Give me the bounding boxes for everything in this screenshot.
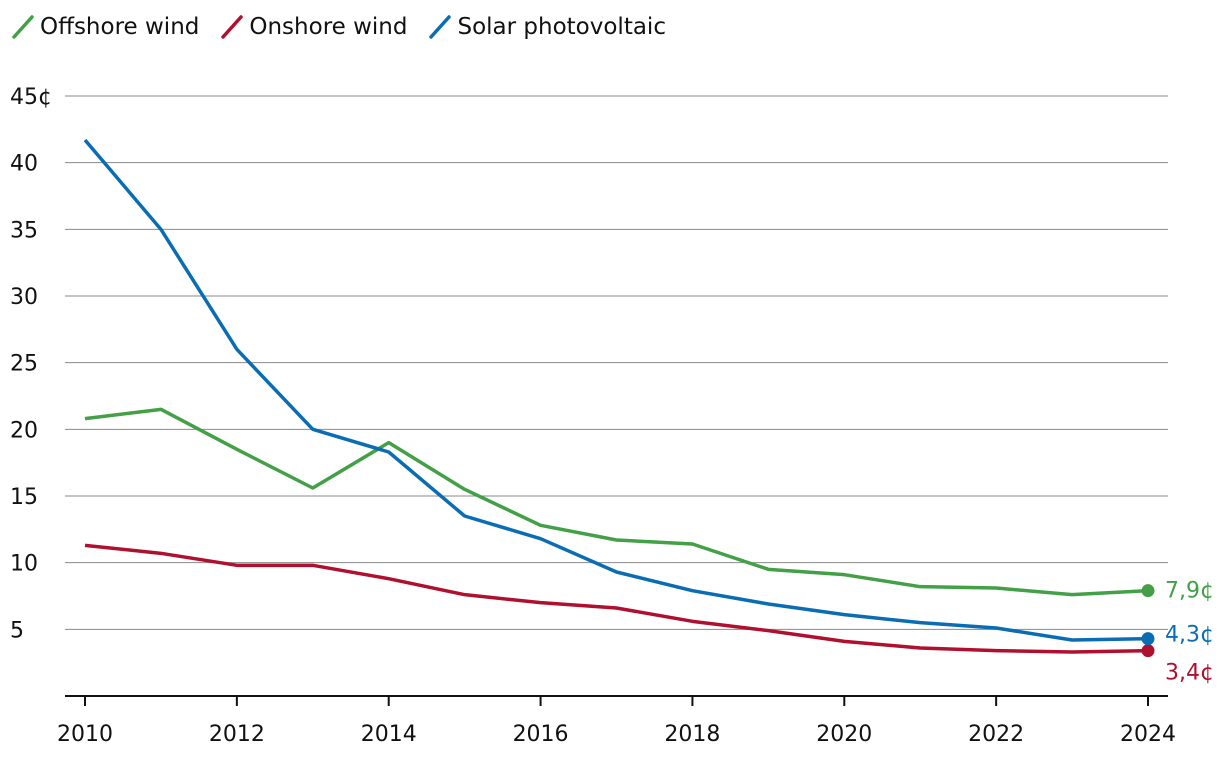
y-tick-label-5: 5 [10,618,24,643]
legend-item-onshore-wind: Onshore wind [221,14,407,40]
end-marker-onshore-wind [1141,644,1155,658]
x-tick-label-2010: 2010 [57,722,113,747]
legend-swatch-solar-photovoltaic [429,15,452,39]
x-tick-label-2024: 2024 [1120,722,1176,747]
legend-label-offshore-wind: Offshore wind [40,14,200,40]
y-tick-label-40: 40 [10,152,38,177]
legend-swatch-offshore-wind [12,15,34,39]
y-tick-label-45: 45¢ [10,85,52,110]
y-tick-label-10: 10 [10,552,38,577]
x-tick-label-2016: 2016 [513,722,569,747]
x-tick-label-2018: 2018 [664,722,720,747]
end-label-offshore-wind: 7,9¢ [1165,579,1214,604]
x-tick-label-2020: 2020 [816,722,872,747]
x-tick-label-2014: 2014 [361,722,417,747]
legend-label-onshore-wind: Onshore wind [249,14,408,40]
series-line-onshore-wind [84,543,1149,654]
series-line-offshore-wind [84,407,1149,597]
legend-item-offshore-wind: Offshore wind [12,14,199,40]
end-marker-offshore-wind [1141,584,1155,598]
y-tick-label-30: 30 [10,285,38,310]
series-line-solar-photovoltaic [83,138,1149,642]
x-tick-label-2022: 2022 [968,722,1024,747]
end-marker-solar-photovoltaic [1141,632,1155,646]
y-tick-label-35: 35 [10,218,38,243]
y-tick-label-25: 25 [10,352,38,377]
legend-label-solar-photovoltaic: Solar photovoltaic [457,14,666,40]
end-label-onshore-wind: 3,4¢ [1165,661,1214,686]
y-tick-label-20: 20 [10,418,38,443]
legend-swatch-onshore-wind [221,15,244,39]
legend: Offshore wind Onshore wind Solar photovo… [12,14,666,40]
legend-item-solar-photovoltaic: Solar photovoltaic [429,14,666,40]
end-label-solar-photovoltaic: 4,3¢ [1165,623,1214,648]
x-tick-label-2012: 2012 [209,722,265,747]
y-tick-label-15: 15 [10,485,38,510]
